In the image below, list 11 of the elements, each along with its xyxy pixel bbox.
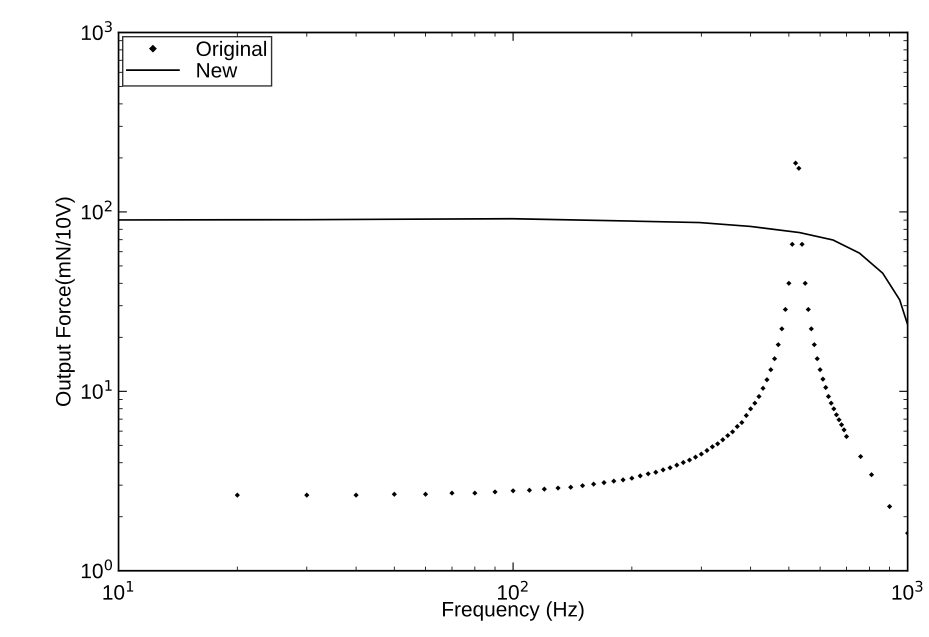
x-tick-label: 10$^{3}$ [892,580,922,600]
y-axis-title: Output Force(mN/10V) [55,198,75,406]
legend-label: Original [196,40,266,60]
x-axis-title: Frequency (Hz) [443,601,584,621]
x-tick-label: 10$^{2}$ [498,580,528,600]
y-tick-label: 10$^{0}$ [82,559,112,578]
y-tick-label: 10$^{3}$ [82,21,112,40]
x-tick-label: 10$^{1}$ [103,580,134,600]
legend-label: New [197,63,238,78]
y-tick-label: 10$^{1}$ [82,380,112,399]
y-tick-label: 10$^{2}$ [82,200,112,220]
